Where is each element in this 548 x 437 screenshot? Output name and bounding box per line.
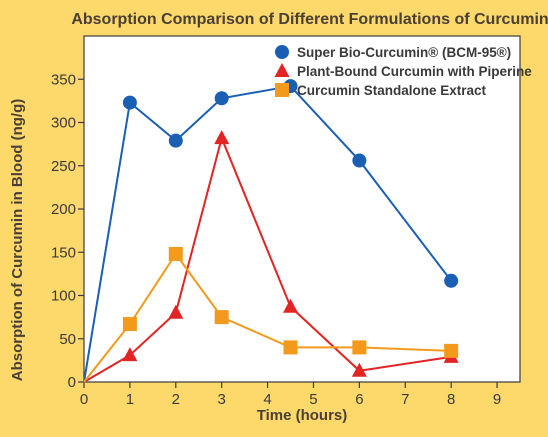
- y-tick-label: 100: [51, 288, 76, 305]
- plot-area: [83, 35, 521, 383]
- series-triangle: [83, 130, 459, 383]
- legend-marker-square: [275, 83, 289, 97]
- x-tick-label: 1: [126, 391, 134, 408]
- data-point-circle: [352, 153, 367, 168]
- y-tick-label: 0: [68, 374, 76, 391]
- y-tick-label: 250: [51, 158, 76, 175]
- x-tick-label: 9: [493, 391, 501, 408]
- series-square: [83, 246, 459, 383]
- x-tick-label: 7: [401, 391, 409, 408]
- chart-title: Absorption Comparison of Different Formu…: [71, 11, 548, 28]
- x-tick-label: 8: [447, 391, 455, 408]
- data-point-circle: [214, 91, 229, 106]
- data-point-triangle: [122, 347, 138, 362]
- y-tick-label: 50: [59, 331, 76, 348]
- legend-label: Plant-Bound Curcumin with Piperine: [297, 64, 532, 79]
- data-point-circle: [122, 95, 137, 110]
- y-tick-label: 300: [51, 115, 76, 132]
- legend-label: Super Bio-Curcumin® (BCM-95®): [297, 45, 511, 60]
- data-point-triangle: [214, 130, 230, 145]
- legend: Super Bio-Curcumin® (BCM-95®) Plant-Bound…: [274, 45, 532, 98]
- y-tick-label: 150: [51, 244, 76, 261]
- x-tick-label: 3: [218, 391, 226, 408]
- x-axis-label: Time (hours): [257, 407, 348, 424]
- x-tick-label: 4: [263, 391, 271, 408]
- data-point-triangle: [351, 362, 367, 377]
- data-point-square: [444, 343, 459, 358]
- data-point-square: [352, 340, 367, 355]
- legend-label: Curcumin Standalone Extract: [297, 83, 487, 98]
- x-tick-label: 0: [80, 391, 88, 408]
- data-point-triangle: [168, 304, 184, 319]
- x-tick-label: 2: [172, 391, 180, 408]
- data-point-square: [122, 317, 137, 332]
- data-point-circle: [168, 133, 183, 148]
- axes: 0 1 2 3 4 5 6 7 8 9 0 50 100 150 200 250 300 350: [51, 71, 501, 408]
- y-tick-label: 350: [51, 71, 76, 88]
- legend-marker-circle: [275, 45, 289, 59]
- data-point-square: [283, 340, 298, 355]
- legend-marker-triangle: [274, 63, 290, 77]
- y-axis-label: Absorption of Curcumin in Blood (ng/g): [9, 99, 26, 381]
- x-tick-label: 6: [355, 391, 363, 408]
- x-tick-label: 5: [309, 391, 317, 408]
- data-point-square: [168, 246, 183, 261]
- data-point-square: [214, 310, 229, 325]
- data-point-triangle: [283, 298, 299, 313]
- data-point-circle: [444, 273, 459, 288]
- y-tick-label: 200: [51, 201, 76, 218]
